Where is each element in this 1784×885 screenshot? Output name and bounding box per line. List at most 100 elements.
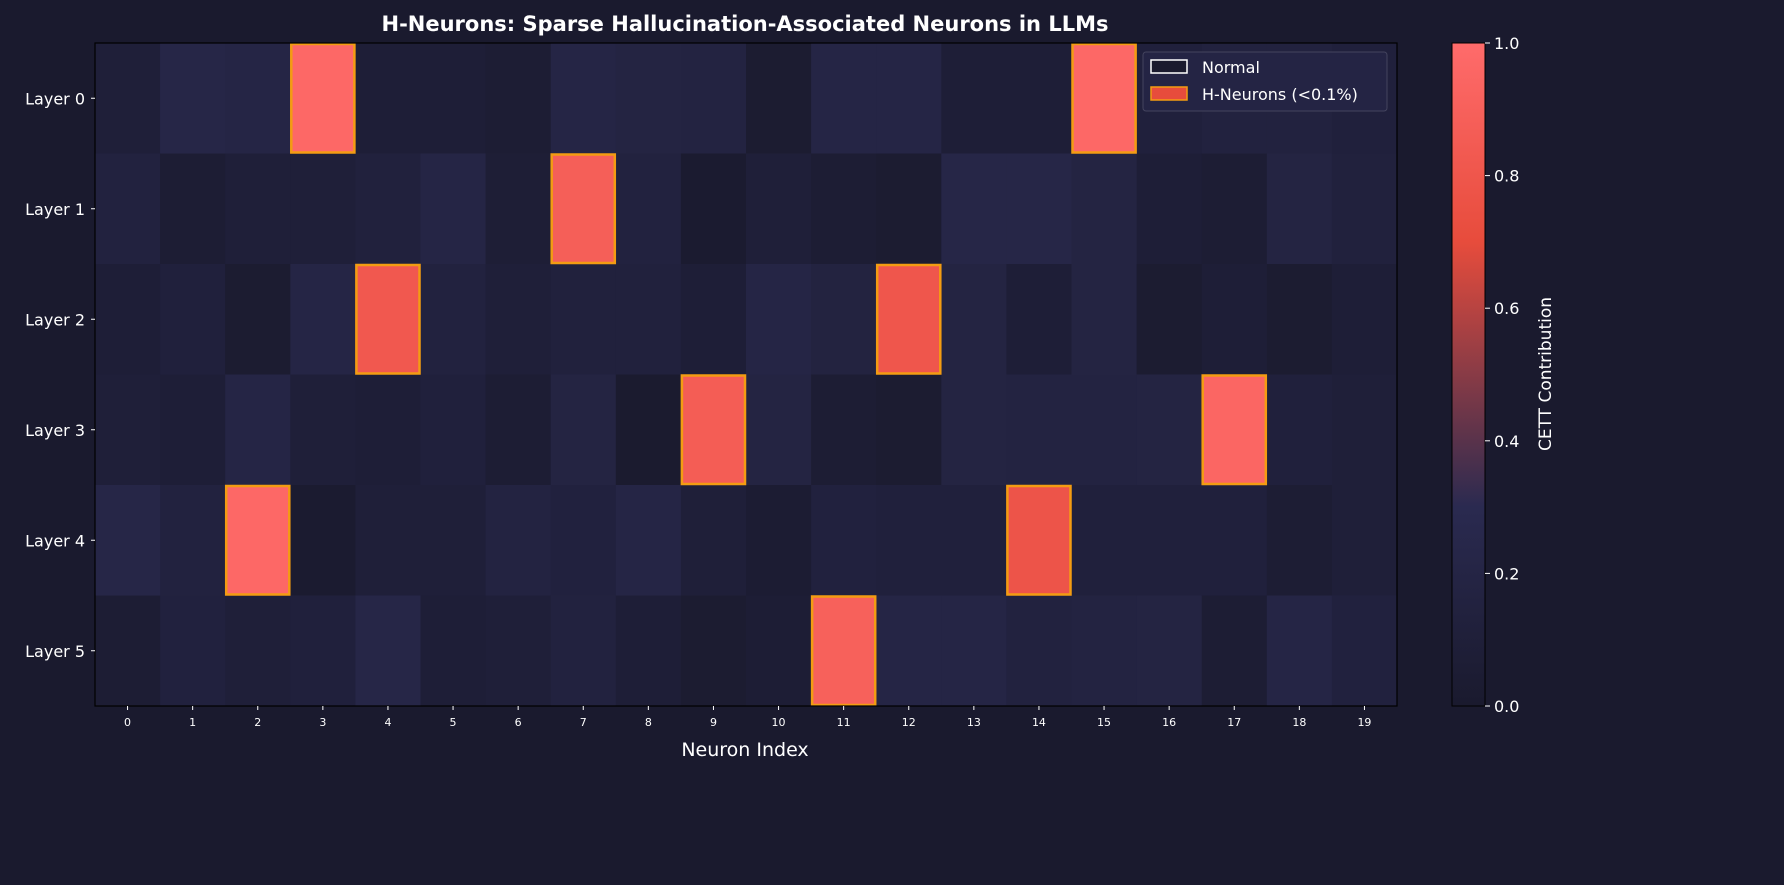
x-axis-ticks: 0 1 2 3 4 5 6 7 8 9 10 11 12 13 14 15 16 17 18 19 [124, 706, 1371, 729]
heatmap-cell [225, 374, 291, 486]
x-tick-label: 7 [580, 716, 587, 729]
heatmap-cell [1071, 264, 1138, 375]
legend-box [1142, 51, 1388, 112]
heatmap-cell [1201, 153, 1268, 265]
heatmap-cell [941, 153, 1007, 265]
heatmap-cell [95, 485, 161, 596]
heatmap-cells [95, 43, 1398, 707]
heatmap-cell [941, 374, 1007, 486]
heatmap-cell [1136, 595, 1203, 707]
heatmap-cell [680, 595, 747, 707]
heatmap-cell [420, 374, 487, 486]
heatmap-cell [1266, 153, 1333, 265]
heatmap-cell [941, 485, 1007, 596]
heatmap-cell [485, 374, 552, 486]
heatmap-cell [1201, 595, 1268, 707]
heatmap-cell [550, 595, 617, 707]
heatmap-cell [746, 153, 812, 265]
h-neuron-cell [1201, 374, 1268, 486]
heatmap-cell [485, 153, 552, 265]
colorbar-tick-label: 0.8 [1494, 167, 1519, 186]
heatmap-cell [550, 374, 617, 486]
heatmap-cell [876, 374, 942, 486]
heatmap-cell [1071, 153, 1138, 265]
h-neuron-cell [1006, 484, 1072, 596]
x-tick-label: 8 [645, 716, 652, 729]
h-neuron-cell [680, 374, 747, 486]
colorbar-label: CETT Contribution [1536, 297, 1556, 451]
heatmap-cell [95, 374, 161, 486]
legend-label-h-neurons: H-Neurons (<0.1%) [1202, 85, 1358, 104]
heatmap-cell [746, 485, 812, 596]
heatmap-cell [290, 153, 356, 265]
x-tick-label: 15 [1097, 716, 1111, 729]
heatmap-cell [1136, 485, 1203, 596]
x-tick-label: 13 [967, 716, 981, 729]
heatmap-cell [290, 595, 356, 707]
heatmap-cell [1006, 43, 1072, 154]
x-tick-label: 14 [1032, 716, 1046, 729]
heatmap-cell [420, 595, 487, 707]
y-tick-label: Layer 3 [25, 421, 85, 440]
heatmap-cell [615, 374, 682, 486]
h-neuron-cell [1071, 42, 1137, 154]
heatmap-cell [225, 43, 291, 154]
x-tick-label: 12 [902, 716, 916, 729]
plot-frame [94, 42, 1398, 707]
heatmap-cell [941, 43, 1007, 154]
heatmap-cell [485, 595, 552, 707]
heatmap-cell [876, 485, 942, 596]
heatmap-cell [290, 264, 356, 375]
h-neuron-cell [875, 263, 942, 375]
heatmap-cell [1006, 595, 1072, 707]
heatmap-cell [746, 595, 812, 707]
heatmap-cell [1331, 485, 1398, 596]
heatmap-cell [290, 374, 356, 486]
colorbar-tick-label: 0.2 [1494, 564, 1519, 583]
heatmap-cell [290, 485, 356, 596]
heatmap-cell [1136, 264, 1203, 375]
heatmap-cell [485, 43, 552, 154]
heatmap-cell [355, 43, 421, 154]
heatmap-cell [160, 595, 226, 707]
h-neuron-cell [355, 263, 421, 375]
heatmap-cell [95, 153, 161, 265]
heatmap-cell [811, 374, 877, 486]
heatmap-cell [1071, 374, 1138, 486]
heatmap-cell [811, 43, 877, 154]
y-tick-label: Layer 1 [25, 200, 85, 219]
heatmap-cell [680, 485, 747, 596]
heatmap-cell [941, 264, 1007, 375]
heatmap-cell [1071, 485, 1138, 596]
heatmap-cell [615, 43, 682, 154]
legend: Normal H-Neurons (<0.1%) [1142, 51, 1388, 112]
heatmap-cell [550, 264, 617, 375]
x-tick-label: 9 [710, 716, 717, 729]
colorbar-tick-label: 0.6 [1494, 299, 1519, 318]
heatmap-cell [1006, 374, 1072, 486]
heatmap-cell [355, 153, 421, 265]
heatmap-cell [746, 264, 812, 375]
heatmap-cell [1266, 374, 1333, 486]
heatmap-cell [1136, 153, 1203, 265]
heatmap-cell [1136, 374, 1203, 486]
legend-label-normal: Normal [1202, 58, 1260, 77]
x-tick-label: 5 [450, 716, 457, 729]
h-neuron-cell [290, 42, 356, 154]
heatmap-cell [876, 595, 942, 707]
heatmap-cell [811, 153, 877, 265]
heatmap-cell [746, 374, 812, 486]
heatmap-cell [680, 264, 747, 375]
colorbar-tick-label: 0.0 [1494, 697, 1519, 716]
x-tick-label: 6 [515, 716, 522, 729]
heatmap-cell [420, 264, 487, 375]
heatmap-cell [1006, 153, 1072, 265]
heatmap-cell [420, 485, 487, 596]
heatmap-cell [811, 485, 877, 596]
heatmap-cell [355, 595, 421, 707]
heatmap-cell [876, 43, 942, 154]
heatmap-cell [160, 153, 226, 265]
heatmap-cell [1266, 595, 1333, 707]
x-tick-label: 10 [772, 716, 786, 729]
